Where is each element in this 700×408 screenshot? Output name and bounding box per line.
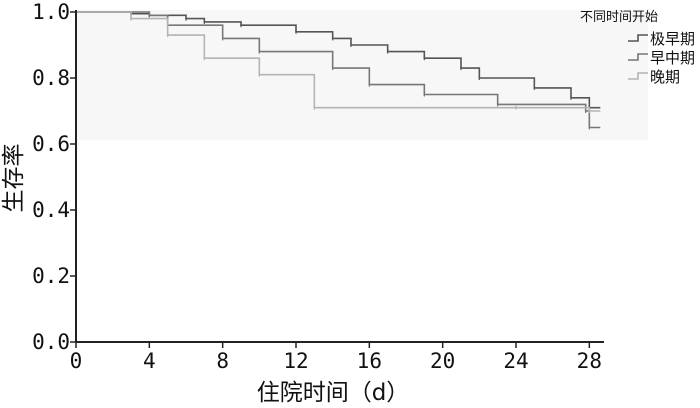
x-tick-label: 12 <box>283 349 308 373</box>
x-tick-label: 20 <box>430 349 455 373</box>
x-tick-label: 16 <box>357 349 382 373</box>
x-tick-label: 0 <box>70 349 83 373</box>
x-tick-label: 24 <box>503 349 528 373</box>
legend-title: 不同时间开始 <box>580 10 658 25</box>
x-tick-label: 28 <box>577 349 602 373</box>
legend-label-3: 晚期 <box>650 68 680 86</box>
x-axis-title: 住院时间（d） <box>257 380 410 406</box>
y-tick-label: 0.4 <box>32 198 70 222</box>
legend-swatch-3 <box>628 72 648 80</box>
legend-swatch-2 <box>628 53 648 61</box>
x-tick-label: 8 <box>216 349 229 373</box>
y-tick-label: 1.0 <box>32 0 70 24</box>
tick-labels: 0 4 8 12 16 20 24 28 0.0 0.2 0.4 0.6 0.8 1.0 <box>32 0 602 373</box>
legend-swatch-1 <box>628 34 648 42</box>
y-axis-title: 生存率 <box>1 144 27 213</box>
y-tick-label: 0.0 <box>32 330 70 354</box>
legend-label-1: 极早期 <box>650 30 695 48</box>
axes <box>70 10 604 348</box>
y-tick-label: 0.2 <box>32 264 70 288</box>
legend-label-2: 早中期 <box>650 49 695 67</box>
series-layer <box>76 11 601 130</box>
x-tick-label: 4 <box>143 349 156 373</box>
y-tick-label: 0.8 <box>32 66 70 90</box>
y-tick-label: 0.6 <box>32 132 70 156</box>
series-line-3 <box>76 11 601 112</box>
upper-band <box>76 10 648 140</box>
